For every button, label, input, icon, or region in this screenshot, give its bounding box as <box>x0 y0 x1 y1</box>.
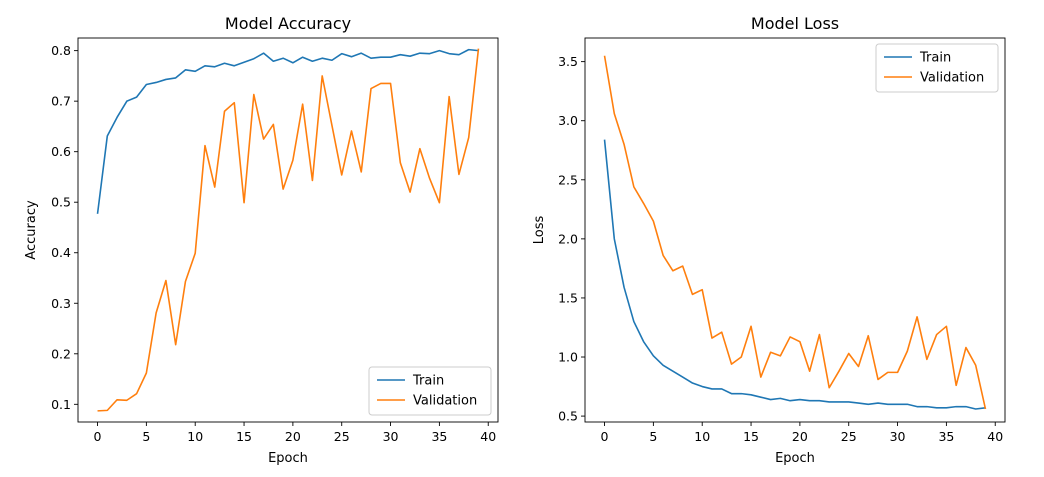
y-axis-label: Loss <box>532 216 547 245</box>
x-tick-label: 40 <box>480 429 496 444</box>
y-tick-label: 0.3 <box>51 296 71 311</box>
chart-title: Model Accuracy <box>225 14 351 33</box>
y-tick-label: 3.5 <box>558 54 578 69</box>
x-tick-label: 35 <box>431 429 447 444</box>
y-tick-label: 1.0 <box>558 350 578 365</box>
legend-box <box>368 366 492 416</box>
x-tick-label: 0 <box>601 429 609 444</box>
y-tick-label: 2.0 <box>558 231 578 246</box>
subplot-model-loss: Model Loss 0 5 10 15 20 25 30 35 40 0.5 1.0 1.5 2.0 2.… <box>532 14 1006 466</box>
x-tick-label: 30 <box>890 429 906 444</box>
series-line-validation <box>97 48 480 412</box>
y-tick-label: 1.5 <box>558 290 578 305</box>
legend-label-train: Train <box>412 374 444 389</box>
legend: Train Validation <box>368 366 492 416</box>
legend-box <box>875 43 999 93</box>
series-line-train <box>603 139 986 410</box>
y-axis-label: Accuracy <box>24 200 39 260</box>
series-line-train <box>96 48 479 214</box>
x-tick-label: 5 <box>649 429 657 444</box>
legend-label-validation: Validation <box>920 71 984 86</box>
subplot-model-accuracy: Model Accuracy 0 5 10 15 20 25 30 35 40 0.1 0.2 0.3 0… <box>24 14 499 466</box>
x-tick-label: 35 <box>938 429 954 444</box>
x-tick-label: 10 <box>187 429 203 444</box>
x-axis-label: Epoch <box>775 451 815 466</box>
x-tick-label: 15 <box>743 429 759 444</box>
y-tick-label: 0.5 <box>51 195 71 210</box>
y-tick-label: 0.6 <box>51 144 71 159</box>
plot-frame <box>77 37 499 423</box>
x-tick-label: 40 <box>987 429 1003 444</box>
legend-label-validation: Validation <box>413 394 477 409</box>
x-axis-label: Epoch <box>268 451 308 466</box>
y-tick-label: 3.0 <box>558 113 578 128</box>
series-line-validation <box>603 55 987 410</box>
x-tick-label: 25 <box>841 429 857 444</box>
x-tick-label: 15 <box>236 429 252 444</box>
y-tick-label: 0.7 <box>51 94 71 109</box>
x-tick-label: 0 <box>94 429 102 444</box>
y-tick-label: 0.2 <box>51 346 71 361</box>
x-tick-label: 30 <box>383 429 399 444</box>
x-tick-label: 25 <box>334 429 350 444</box>
legend-label-train: Train <box>919 51 951 66</box>
plot-frame <box>584 37 1006 423</box>
x-tick-label: 5 <box>142 429 150 444</box>
y-tick-label: 0.8 <box>51 43 71 58</box>
x-tick-label: 20 <box>792 429 808 444</box>
legend: Train Validation <box>875 43 999 93</box>
y-tick-label: 2.5 <box>558 172 578 187</box>
y-tick-label: 0.1 <box>51 397 71 412</box>
chart-title: Model Loss <box>751 14 839 33</box>
x-tick-label: 20 <box>285 429 301 444</box>
x-tick-label: 10 <box>694 429 710 444</box>
y-tick-label: 0.5 <box>558 409 578 424</box>
y-tick-label: 0.4 <box>51 245 71 260</box>
